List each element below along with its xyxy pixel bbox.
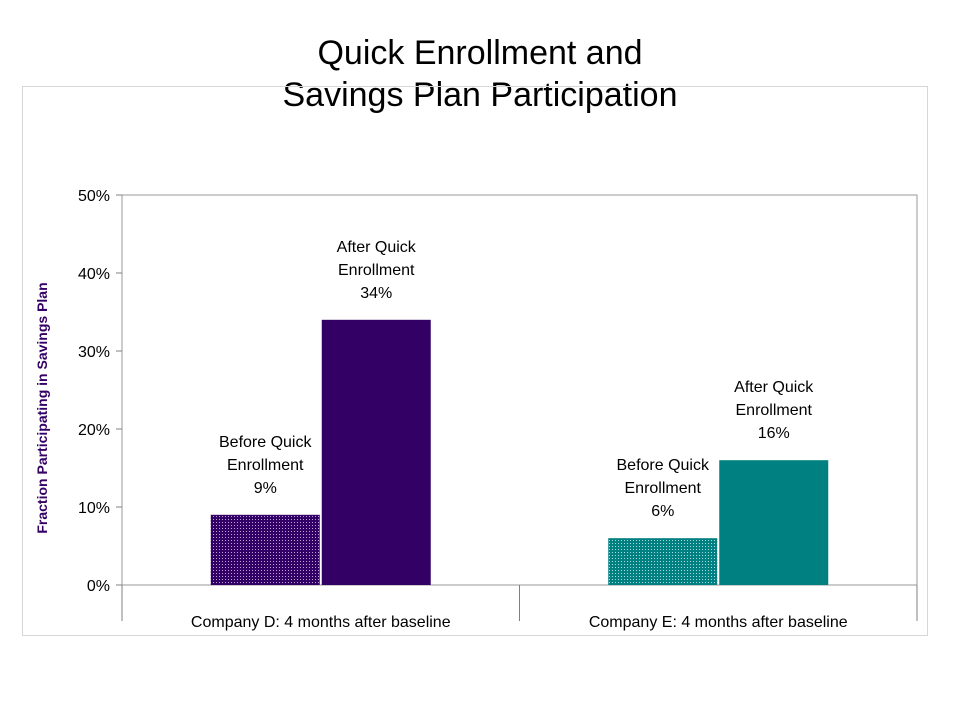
data-label: Enrollment	[625, 480, 702, 497]
data-label: 34%	[360, 285, 392, 302]
y-tick-label: 20%	[78, 422, 110, 439]
data-label: 9%	[254, 480, 277, 497]
x-category-label: Company E: 4 months after baseline	[589, 614, 848, 631]
data-label: After Quick	[734, 379, 814, 396]
y-tick-label: 30%	[78, 344, 110, 361]
y-tick-label: 10%	[78, 500, 110, 517]
x-category-label: Company D: 4 months after baseline	[191, 614, 451, 631]
slide-title-line2: Savings Plan Participation	[282, 76, 678, 114]
data-label: Enrollment	[227, 457, 304, 474]
data-label: After Quick	[337, 239, 417, 256]
data-label: 16%	[758, 425, 790, 442]
y-axis-label: Fraction Participating in Savings Plan	[34, 282, 50, 533]
bar	[321, 319, 431, 585]
y-tick-label: 50%	[78, 188, 110, 205]
bar	[210, 514, 320, 585]
data-label: Before Quick	[219, 434, 312, 451]
bar	[608, 538, 718, 585]
bar	[719, 460, 829, 585]
y-tick-label: 40%	[78, 266, 110, 283]
data-label: 6%	[651, 503, 674, 520]
y-tick-label: 0%	[87, 578, 110, 595]
data-label: Before Quick	[617, 457, 710, 474]
slide-title: Quick Enrollment and Savings Plan Partic…	[0, 32, 960, 116]
chart-frame	[22, 86, 928, 636]
slide-title-line1: Quick Enrollment and	[317, 34, 643, 72]
data-label: Enrollment	[338, 262, 415, 279]
data-label: Enrollment	[736, 402, 813, 419]
